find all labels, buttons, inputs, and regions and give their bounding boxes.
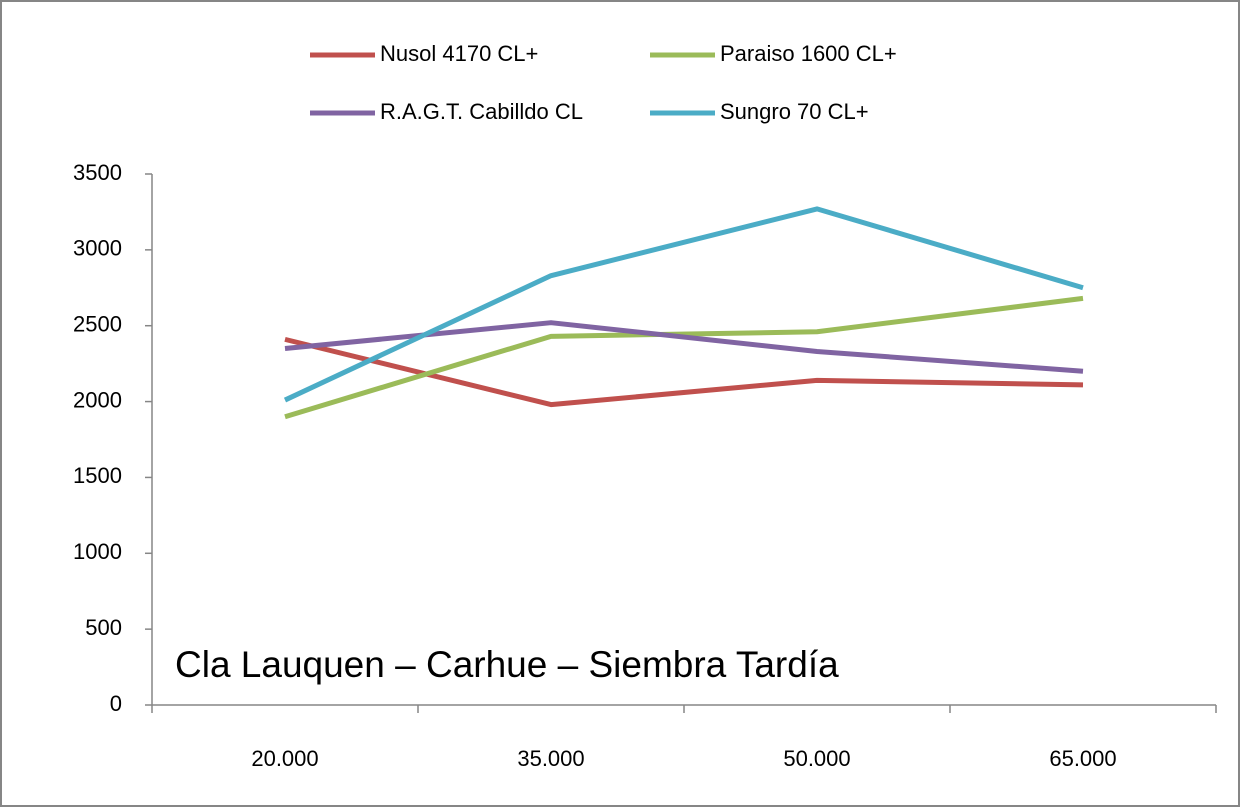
annotation: Cla Lauquen – Carhue – Siembra Tardía [175, 644, 839, 685]
y-tick-label: 1000 [73, 539, 122, 564]
y-tick-label: 3000 [73, 236, 122, 261]
y-tick-label: 0 [110, 691, 122, 716]
y-tick-label: 500 [85, 615, 122, 640]
y-tick-label: 3500 [73, 160, 122, 185]
legend-label: Paraiso 1600 CL+ [720, 41, 897, 66]
series-line [284, 336, 1084, 408]
y-tick-label: 2000 [73, 387, 122, 412]
x-tick-label: 50.000 [783, 746, 850, 771]
x-tick-label: 65.000 [1049, 746, 1116, 771]
series-line [283, 206, 1084, 403]
series-line [284, 295, 1084, 420]
legend-label: Sungro 70 CL+ [720, 99, 869, 124]
y-tick-label: 2500 [73, 312, 122, 337]
legend-label: Nusol 4170 CL+ [380, 41, 538, 66]
y-tick-label: 1500 [73, 463, 122, 488]
legend-label: R.A.G.T. Cabilldo CL [380, 99, 583, 124]
x-tick-label: 35.000 [517, 746, 584, 771]
x-tick-label: 20.000 [251, 746, 318, 771]
